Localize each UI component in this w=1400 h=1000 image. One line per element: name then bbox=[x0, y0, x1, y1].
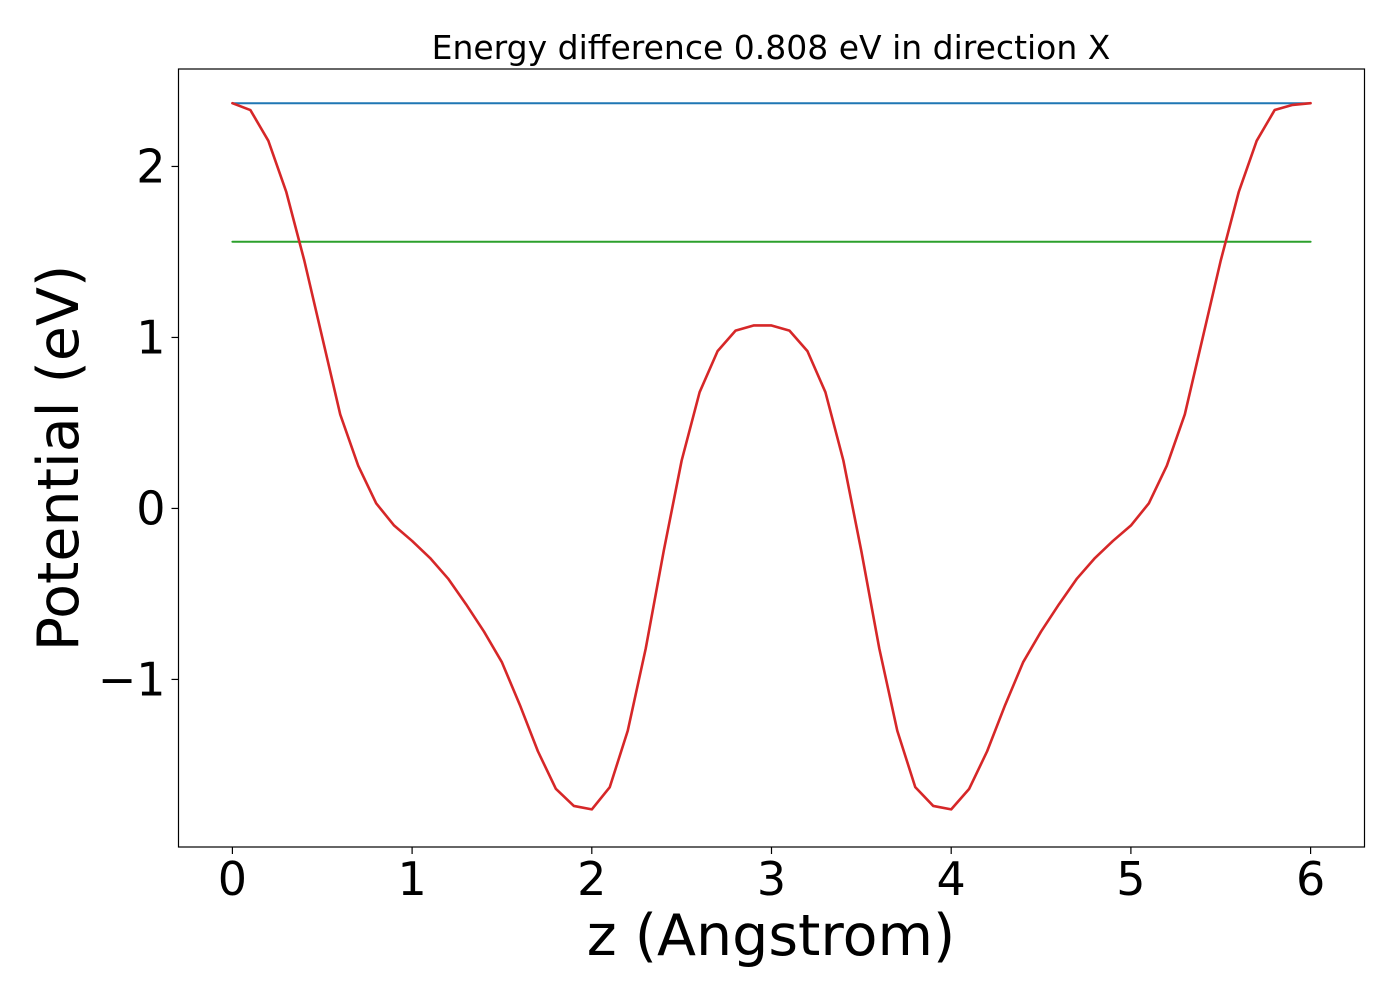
x-tick-label: 2 bbox=[577, 852, 606, 906]
x-tick-label: 1 bbox=[397, 852, 426, 906]
x-tick-label: 0 bbox=[218, 852, 247, 906]
y-tick-label: 1 bbox=[136, 310, 165, 364]
x-tick-label: 5 bbox=[1116, 852, 1145, 906]
x-tick-label: 3 bbox=[757, 852, 786, 906]
x-axis-label: z (Angstrom) bbox=[587, 903, 955, 969]
x-tick-label: 4 bbox=[937, 852, 966, 906]
series-line-2 bbox=[231, 101, 1312, 811]
y-tick-label: 2 bbox=[136, 139, 165, 193]
y-axis-label: Potential (eV) bbox=[26, 265, 92, 651]
x-tick-label: 6 bbox=[1296, 852, 1325, 906]
y-tick-label: −1 bbox=[98, 652, 166, 706]
y-axis-ticks: −1 0 1 2 bbox=[98, 139, 179, 706]
x-axis-ticks: 0 1 2 3 4 5 6 bbox=[218, 847, 1325, 906]
chart-title: Energy difference 0.808 eV in direction … bbox=[432, 28, 1111, 67]
series-layer bbox=[231, 101, 1312, 811]
y-tick-label: 0 bbox=[136, 481, 165, 535]
